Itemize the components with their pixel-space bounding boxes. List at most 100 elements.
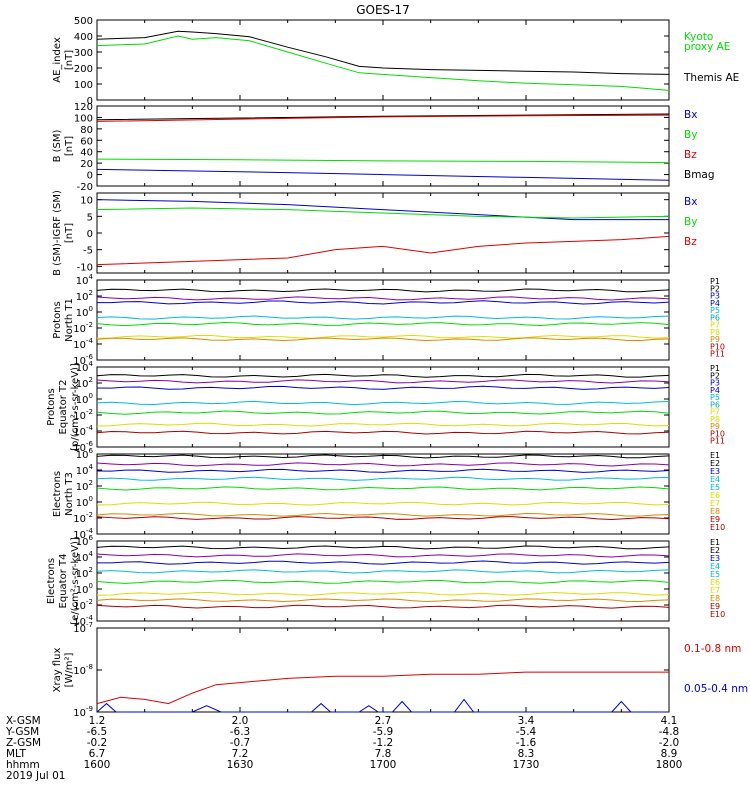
series-line-p3 bbox=[96, 300, 670, 305]
series-line-0-1-0-8-nm bbox=[96, 671, 669, 705]
legend-label: P3 bbox=[710, 379, 720, 388]
legend-label: E3 bbox=[710, 467, 720, 476]
x-row-label-ygsm: Y-GSM bbox=[5, 726, 39, 738]
y-axis-label: B (SM) bbox=[52, 129, 63, 162]
legend-label: E1 bbox=[710, 538, 720, 547]
y-tick-label: 10-4 bbox=[73, 337, 93, 351]
series-line-p1 bbox=[96, 373, 670, 378]
y-axis-label: AE_index bbox=[52, 37, 63, 83]
y-tick-label: 80 bbox=[80, 125, 93, 136]
y-axis-label: [W/m²] bbox=[64, 652, 75, 687]
y-tick-label: 102 bbox=[76, 479, 93, 493]
x-row-label-mlt: MLT bbox=[6, 748, 26, 760]
panel-3: -10 -5 0 5 10 B (SM)-IGRF (SM) [nT] Bx By Bz bbox=[52, 190, 697, 276]
panel-frame bbox=[96, 366, 670, 448]
legend-label: Bz bbox=[684, 149, 697, 161]
series-line-bz bbox=[96, 114, 670, 122]
y-tick-label: 100 bbox=[76, 495, 93, 509]
date-label: 2019 Jul 01 bbox=[6, 770, 65, 782]
series-line-bx bbox=[96, 168, 670, 181]
series-line-kyoto-proxy-ae bbox=[96, 35, 670, 91]
y-axis-label: Electrons bbox=[46, 558, 57, 604]
legend-label: E9 bbox=[710, 602, 720, 611]
y-axis-label: North T1 bbox=[64, 298, 75, 342]
legend-label: E10 bbox=[710, 523, 725, 532]
y-tick-label: -5 bbox=[83, 246, 93, 257]
series-line-p3 bbox=[96, 385, 670, 390]
y-tick-label: 0 bbox=[87, 171, 93, 182]
legend-label: Bz bbox=[684, 236, 697, 248]
legend-label: E4 bbox=[710, 562, 720, 571]
panel-frame bbox=[96, 19, 670, 101]
y-axis-label: North T3 bbox=[64, 472, 75, 516]
x-axis-value: 3.4 bbox=[518, 715, 535, 727]
legend-label: P10 bbox=[710, 429, 725, 438]
y-tick-label: 102 bbox=[76, 289, 93, 303]
y-tick-label: 20 bbox=[80, 159, 93, 170]
legend-label: proxy AE bbox=[684, 41, 730, 53]
x-axis-value: 2.0 bbox=[232, 715, 249, 727]
series-line-e7 bbox=[96, 598, 670, 603]
legend-label: P5 bbox=[710, 393, 720, 402]
legend-label: 0.05-0.4 nm bbox=[684, 683, 748, 695]
y-axis-label: Equator T2 bbox=[58, 380, 69, 435]
x-axis-value: 2.7 bbox=[375, 715, 392, 727]
series-line-e5 bbox=[96, 486, 670, 491]
legend-label: P8 bbox=[710, 415, 720, 424]
series-line-p6 bbox=[96, 334, 670, 339]
legend-label: E5 bbox=[710, 570, 720, 579]
series-line-p2 bbox=[96, 379, 670, 384]
series-line-bmag bbox=[96, 113, 670, 121]
legend-label: P7 bbox=[710, 321, 720, 330]
series-line-e5 bbox=[96, 579, 670, 584]
legend-label: P1 bbox=[710, 364, 720, 373]
y-tick-label: 200 bbox=[74, 64, 93, 75]
series-line-e8 bbox=[96, 604, 670, 609]
legend-label: E6 bbox=[710, 578, 720, 587]
legend-label: P10 bbox=[710, 342, 725, 351]
legend-label: E1 bbox=[710, 451, 720, 460]
y-tick-label: 5 bbox=[87, 212, 93, 223]
legend-label: P8 bbox=[710, 328, 720, 337]
x-axis-value: 8.9 bbox=[661, 748, 678, 760]
x-axis-value: -0.7 bbox=[230, 737, 251, 749]
y-axis-label: [p/(cm²-s-sr-keV)] bbox=[70, 363, 81, 451]
y-tick-label: 0 bbox=[87, 96, 93, 107]
x-axis-value: -0.2 bbox=[87, 737, 108, 749]
y-tick-label: 106 bbox=[76, 447, 94, 461]
series-line-e4 bbox=[96, 476, 670, 481]
legend-label: P7 bbox=[710, 408, 720, 417]
y-tick-label: 100 bbox=[76, 305, 93, 319]
legend-label: E2 bbox=[710, 546, 720, 555]
y-axis-label: Xray flux bbox=[52, 648, 63, 693]
series-line-e3 bbox=[96, 560, 670, 565]
series-line-e2 bbox=[96, 553, 670, 558]
legend-label: E6 bbox=[710, 491, 720, 500]
y-tick-label: 10-7 bbox=[73, 621, 93, 635]
y-tick-label: 100 bbox=[74, 80, 93, 91]
y-axis-label: Protons bbox=[52, 301, 63, 338]
legend-label: E8 bbox=[710, 507, 720, 516]
panel-frame bbox=[96, 627, 670, 713]
legend-label: Bmag bbox=[684, 169, 715, 181]
panel-frame bbox=[96, 453, 670, 535]
x-row-label-zgsm: Z-GSM bbox=[6, 737, 41, 749]
y-tick-label: 10-2 bbox=[73, 321, 93, 335]
x-axis-value: 7.8 bbox=[375, 748, 392, 760]
x-axis-value: -5.9 bbox=[373, 726, 394, 738]
x-axis-value: -6.3 bbox=[230, 726, 251, 738]
y-tick-label: 300 bbox=[74, 48, 93, 59]
legend-label: P2 bbox=[710, 284, 720, 293]
legend-label: E4 bbox=[710, 475, 720, 484]
legend-label: E10 bbox=[710, 610, 725, 619]
x-axis-value: 4.1 bbox=[661, 715, 678, 727]
panel-frame bbox=[96, 192, 670, 274]
x-axis-value: 1800 bbox=[656, 759, 683, 771]
series-line-0-05-0-4-nm bbox=[96, 698, 669, 713]
y-tick-label: 104 bbox=[76, 463, 94, 477]
